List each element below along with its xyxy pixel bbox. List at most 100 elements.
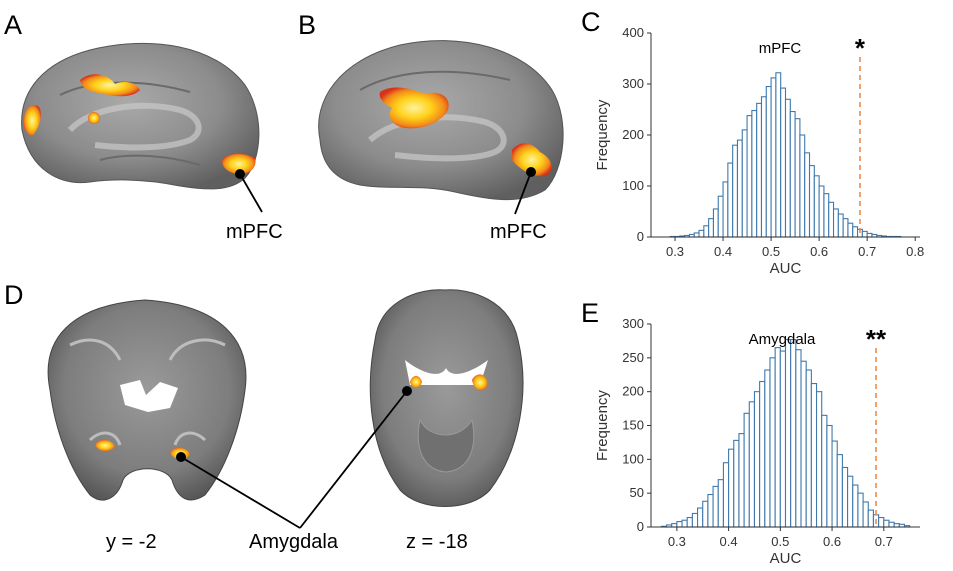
histogram-bar — [759, 380, 766, 528]
y-axis-label: Frequency — [594, 390, 611, 461]
histogram-bar — [795, 349, 802, 528]
y-tick-label: 0 — [637, 229, 644, 244]
y-tick-label: 250 — [622, 350, 644, 365]
histogram-bar — [808, 165, 815, 238]
histogram-bar — [753, 391, 761, 528]
histogram-bar — [847, 222, 854, 238]
histogram-bar — [712, 485, 719, 528]
histogram-bar — [867, 509, 874, 528]
histogram-bar — [800, 360, 807, 528]
histogram-bar — [841, 466, 849, 528]
histogram-bar — [770, 77, 777, 238]
y-tick-label: 150 — [622, 418, 644, 433]
histogram-bar — [712, 208, 719, 238]
axial-slice — [369, 289, 524, 507]
histogram-bar — [790, 339, 797, 528]
histogram-bar — [738, 433, 745, 528]
histogram-bar — [671, 523, 678, 528]
mpfc-label-b: mPFC — [490, 221, 547, 243]
histogram-bar — [702, 500, 709, 528]
histogram-bar — [765, 86, 772, 238]
panel-b: B mPFC — [298, 10, 564, 243]
histogram-bar — [821, 414, 828, 528]
histogram-bar — [722, 462, 730, 528]
histogram-bar — [697, 507, 704, 528]
x-tick-label: 0.8 — [906, 244, 924, 259]
panel-label-d: D — [4, 280, 24, 310]
y-tick-label: 400 — [622, 25, 644, 40]
mpfc-leader-line-b — [514, 171, 532, 215]
panel-label-b: B — [298, 10, 316, 40]
y-axis-label: Frequency — [594, 99, 611, 170]
x-tick-label: 0.3 — [668, 534, 686, 549]
histogram-bar — [805, 369, 812, 528]
histogram-bar — [743, 412, 750, 528]
histogram-bar — [804, 152, 811, 238]
chart-title: mPFC — [759, 40, 802, 57]
histogram-bar — [727, 162, 734, 238]
y-tick-label: 0 — [637, 519, 644, 534]
histogram-bar — [837, 213, 844, 238]
mpfc-label-a: mPFC — [226, 221, 283, 243]
histogram-bar — [862, 501, 869, 528]
amygdala-label: Amygdala — [249, 531, 339, 553]
x-tick-label: 0.6 — [823, 534, 841, 549]
panel-label-a: A — [4, 10, 22, 40]
panel-label-e: E — [581, 298, 599, 328]
histogram-bar — [780, 87, 787, 238]
histogram-bar — [836, 454, 843, 528]
histogram-bar — [852, 484, 859, 528]
histogram-bar — [810, 382, 818, 528]
histogram-bar — [736, 139, 743, 238]
amygdala-leader-line-coronal — [180, 456, 301, 529]
histogram-bar — [717, 479, 724, 528]
histogram-bar — [741, 129, 748, 238]
x-tick-label: 0.6 — [810, 244, 828, 259]
histogram-bar — [784, 98, 791, 238]
x-tick-label: 0.4 — [714, 244, 732, 259]
histogram-bar — [732, 144, 739, 238]
histogram-bar — [717, 195, 724, 238]
histogram-bar — [728, 448, 735, 528]
histogram-bar — [826, 424, 833, 528]
activation-blobs-b — [379, 87, 552, 177]
significance-marker: ** — [866, 324, 887, 354]
histogram-bar — [708, 218, 714, 238]
x-axis-label: AUC — [770, 260, 802, 277]
panel-a: A mPFC — [4, 10, 283, 243]
histogram-bar — [823, 193, 830, 238]
chart-title: Amygdala — [749, 331, 816, 348]
y-tick-label: 300 — [622, 316, 644, 331]
x-tick-label: 0.5 — [771, 534, 789, 549]
histogram-bar — [756, 102, 763, 238]
histogram-bar — [799, 134, 806, 238]
histogram-bar — [746, 115, 753, 238]
histogram-bar — [722, 181, 729, 238]
histogram-bar — [794, 118, 801, 238]
histogram-bar — [818, 185, 825, 238]
axial-coordinate-label: z = -18 — [406, 531, 468, 553]
y-tick-label: 300 — [622, 76, 644, 91]
histogram-bar — [831, 440, 838, 528]
histogram-bar — [852, 226, 859, 238]
histogram-bar — [789, 110, 796, 238]
x-tick-label: 0.5 — [762, 244, 780, 259]
histogram-e: E 0.3 0.4 0.5 0.6 0.7 0 50 100 150 200 250 300 AUC Fre… — [581, 298, 920, 567]
histogram-bar — [764, 369, 771, 528]
amygdala-leader-line-axial — [299, 390, 408, 529]
significance-marker: * — [855, 33, 866, 63]
histogram-bar — [779, 350, 787, 528]
histogram-bar — [703, 225, 710, 238]
x-tick-label: 0.7 — [875, 534, 893, 549]
histogram-bar — [676, 521, 683, 528]
histogram-bar — [878, 516, 885, 528]
y-tick-label: 200 — [622, 384, 644, 399]
histogram-bar — [774, 347, 781, 528]
histogram-bar — [883, 519, 890, 528]
histogram-bar — [691, 512, 699, 528]
histogram-bar — [847, 475, 854, 528]
histogram-bar — [857, 492, 864, 528]
coronal-coordinate-label: y = -2 — [106, 531, 157, 553]
histogram-bar — [698, 229, 705, 238]
